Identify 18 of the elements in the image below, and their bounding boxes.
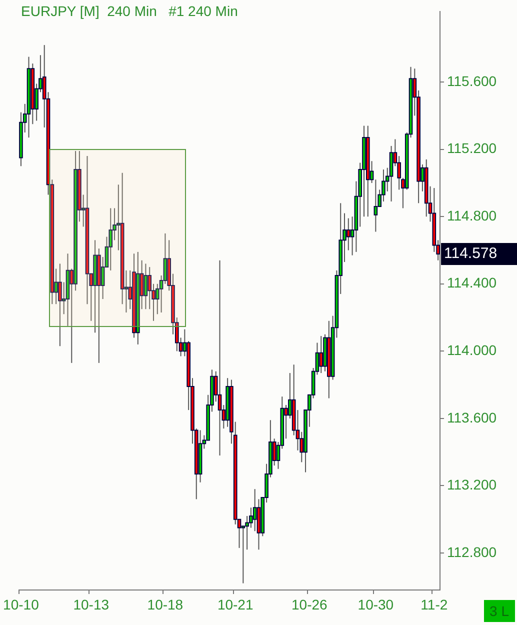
x-tick-label: 10-18 [147,596,184,612]
x-tick-label: 10-26 [292,596,328,612]
y-tick-label: 115.200 [447,140,497,156]
x-tick-label: 10-30 [358,596,394,612]
x-tick-label: 11-2 [420,596,448,612]
y-tick-label: 113.200 [447,476,497,493]
text: 3 L [484,600,515,622]
x-tick-label: 10-13 [73,596,110,612]
y-tick-label: 113.600 [447,409,497,426]
x-tick-label: 10-10 [3,596,40,612]
y-tick-label: 114.000 [447,342,497,358]
x-tick-label: 10-21 [217,596,254,612]
chart-title: EURJPY [M] 240 Min #1 240 Min [21,2,238,19]
text: 114.578 [444,245,498,262]
y-tick-label: 114.400 [447,274,497,291]
y-tick-label: 112.800 [447,544,497,560]
y-tick-label: 114.800 [447,207,497,224]
y-tick-label: 115.600 [447,72,497,89]
